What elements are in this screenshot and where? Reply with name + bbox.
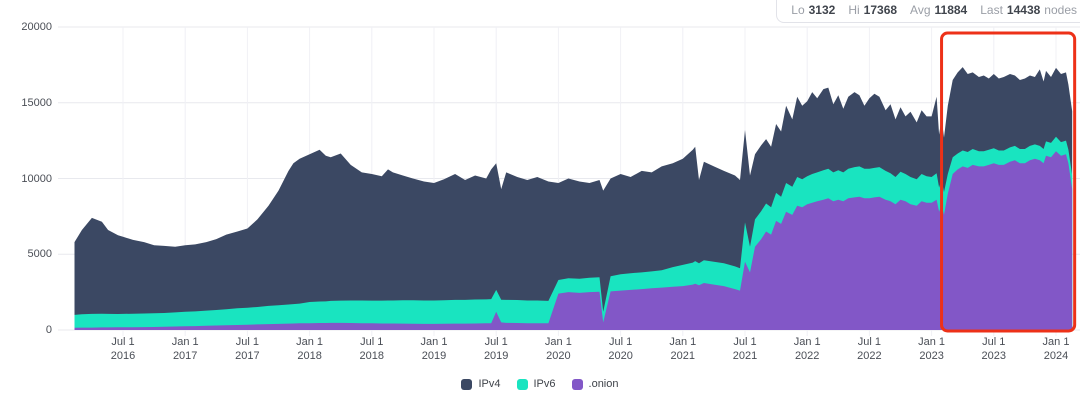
- x-tick-label: Jul 1 2018: [359, 336, 385, 362]
- chart-legend: IPv4 IPv6 .onion: [0, 378, 1080, 390]
- stat-label: Avg: [910, 3, 931, 17]
- legend-swatch-icon: [461, 378, 473, 390]
- legend-label: IPv6: [533, 378, 556, 390]
- stat-value: 17368: [863, 3, 898, 17]
- stat-label: Hi: [848, 3, 860, 17]
- legend-label: .onion: [588, 378, 619, 390]
- x-tick-label: Jan 1 2024: [1042, 336, 1070, 362]
- legend-item-onion[interactable]: .onion: [571, 378, 619, 390]
- x-tick-label: Jan 1 2021: [669, 336, 697, 362]
- legend-item-ipv6[interactable]: IPv6: [516, 378, 556, 390]
- x-tick-label: Jul 1 2017: [235, 336, 260, 362]
- y-tick-label: 0: [45, 324, 52, 336]
- stat-last: Last 14438 nodes: [980, 4, 1077, 16]
- legend-item-ipv4[interactable]: IPv4: [461, 378, 501, 390]
- x-tick-label: Jan 1 2022: [793, 336, 821, 362]
- area-onion: [74, 151, 1073, 330]
- stat-suffix: nodes: [1044, 3, 1077, 17]
- x-tick-label: Jan 1 2017: [171, 336, 199, 362]
- x-tick-label: Jul 1 2019: [483, 336, 509, 362]
- x-tick-label: Jan 1 2018: [296, 336, 324, 362]
- y-tick-label: 10000: [21, 172, 52, 185]
- legend-swatch-icon: [516, 378, 528, 390]
- highlight-box: [940, 31, 1077, 333]
- x-tick-label: Jan 1 2019: [420, 336, 448, 362]
- x-tick-label: Jul 1 2023: [981, 336, 1007, 362]
- stat-label: Last: [980, 3, 1003, 17]
- x-tick-label: Jul 1 2020: [608, 336, 633, 362]
- stat-value: 14438: [1006, 3, 1041, 17]
- stat-lo: Lo 3132: [791, 4, 835, 16]
- stats-summary: Lo 3132 Hi 17368 Avg 11884 Last 14438 nodes: [776, 0, 1080, 23]
- legend-swatch-icon: [571, 378, 583, 390]
- x-tick-label: Jul 1 2016: [110, 336, 136, 362]
- stat-avg: Avg 11884: [910, 4, 967, 16]
- x-tick-label: Jul 1 2022: [857, 336, 882, 362]
- x-tick-label: Jan 1 2020: [544, 336, 572, 362]
- stat-value: 3132: [808, 3, 836, 17]
- y-tick-label: 5000: [27, 248, 52, 261]
- stat-value: 11884: [934, 3, 968, 17]
- y-tick-label: 15000: [21, 96, 52, 109]
- stat-label: Lo: [791, 3, 805, 17]
- x-tick-label: Jul 1 2021: [732, 336, 758, 362]
- legend-label: IPv4: [478, 378, 501, 390]
- stat-hi: Hi 17368: [848, 4, 897, 16]
- y-tick-label: 20000: [21, 21, 52, 33]
- x-tick-label: Jan 1 2023: [918, 336, 946, 362]
